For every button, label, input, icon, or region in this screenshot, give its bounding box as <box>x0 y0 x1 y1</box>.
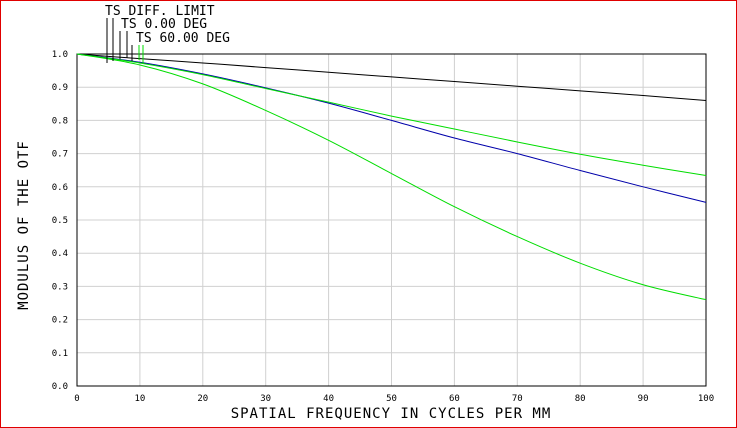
y-tick-label: 0.9 <box>52 83 68 93</box>
y-tick-label: 0.2 <box>52 316 68 326</box>
x-tick-label: 90 <box>638 394 649 404</box>
x-tick-label: 20 <box>197 394 208 404</box>
y-tick-label: 0.4 <box>52 249 68 259</box>
grid <box>77 54 706 386</box>
x-tick-label: 30 <box>260 394 271 404</box>
x-tick-label: 70 <box>512 394 523 404</box>
x-tick-label: 50 <box>386 394 397 404</box>
x-tick-label: 100 <box>698 394 714 404</box>
y-tick-label: 0.8 <box>52 116 68 126</box>
x-tick-label: 80 <box>575 394 586 404</box>
plot-border <box>76 53 707 387</box>
x-tick-label: 10 <box>134 394 145 404</box>
legend-label: TS DIFF. LIMIT <box>105 4 215 19</box>
series-line-2 <box>76 53 707 203</box>
x-tick-label: 40 <box>323 394 334 404</box>
y-tick-label: 0.7 <box>52 150 68 160</box>
y-tick-labels: 0.0 0.1 0.2 0.3 0.4 0.5 0.6 0.7 0.8 0.9 1.0 <box>52 50 68 392</box>
y-tick-label: 0.0 <box>52 382 68 392</box>
series-line-4 <box>76 53 707 301</box>
x-axis-title: SPATIAL FREQUENCY IN CYCLES PER MM <box>231 406 552 422</box>
x-tick-label: 60 <box>449 394 460 404</box>
y-tick-label: 1.0 <box>52 50 68 60</box>
y-tick-label: 0.5 <box>52 216 68 226</box>
series-line-3 <box>76 53 707 177</box>
series-line-1 <box>76 53 707 101</box>
y-tick-label: 0.3 <box>52 282 68 292</box>
y-tick-label: 0.1 <box>52 349 68 359</box>
x-tick-labels: 0 10 20 30 40 50 60 70 80 90 100 <box>74 394 714 404</box>
y-tick-label: 0.6 <box>52 183 68 193</box>
y-axis-title: MODULUS OF THE OTF <box>16 140 32 310</box>
series-layer <box>76 53 707 301</box>
legend-label: TS 0.00 DEG <box>121 17 207 32</box>
legend-label: TS 60.00 DEG <box>136 31 230 46</box>
x-tick-label: 0 <box>74 394 79 404</box>
